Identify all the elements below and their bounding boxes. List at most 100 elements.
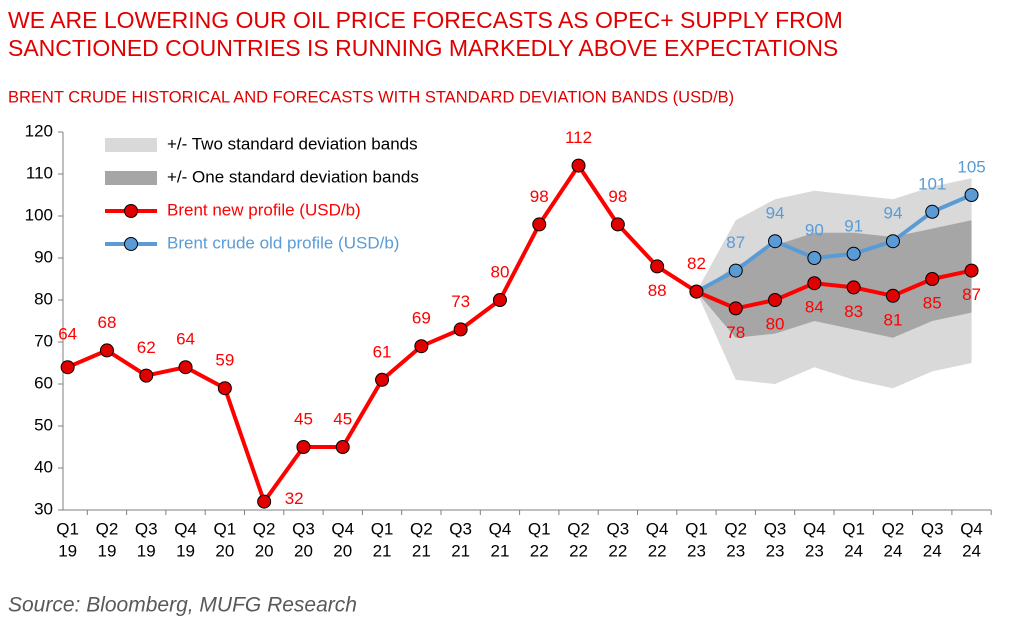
data-label: 90 — [805, 220, 824, 239]
x-tick-label: 19 — [97, 541, 116, 560]
data-point — [375, 372, 390, 387]
data-label: 98 — [608, 187, 627, 206]
data-point — [178, 360, 193, 375]
data-label: 112 — [565, 128, 592, 147]
data-point — [807, 251, 822, 265]
legend-marker — [124, 204, 138, 218]
y-tick-label: 50 — [34, 415, 53, 434]
y-tick-label: 30 — [34, 499, 53, 518]
data-point — [728, 263, 743, 278]
x-tick-label: 21 — [373, 541, 392, 560]
data-label: 87 — [726, 233, 745, 252]
series-line — [695, 193, 973, 294]
x-tick-label: Q4 — [803, 519, 826, 538]
x-tick-label: 23 — [726, 541, 745, 560]
data-point — [728, 301, 743, 316]
x-tick-label: 19 — [58, 541, 77, 560]
x-tick-label: Q1 — [56, 519, 79, 538]
data-label: 64 — [58, 325, 77, 344]
x-tick-label: 23 — [805, 541, 824, 560]
x-tick-label: 22 — [648, 541, 667, 560]
legend-swatch — [105, 171, 157, 185]
data-label: 91 — [844, 216, 863, 235]
data-point — [532, 217, 547, 232]
data-point — [60, 360, 75, 375]
data-label: 68 — [97, 313, 116, 332]
data-label: 105 — [957, 157, 985, 176]
data-label: 82 — [687, 254, 706, 273]
x-tick-label: 21 — [451, 541, 470, 560]
legend-label: +/- One standard deviation bands — [167, 167, 419, 186]
data-label: 78 — [726, 323, 745, 342]
x-tick-label: 20 — [333, 541, 352, 560]
x-tick-label: 21 — [412, 541, 431, 560]
y-tick-label: 40 — [34, 457, 53, 476]
data-point — [925, 204, 940, 219]
data-point — [610, 217, 625, 232]
x-tick-label: Q2 — [96, 519, 119, 538]
x-tick-label: Q1 — [371, 519, 394, 538]
data-point — [571, 158, 586, 173]
x-tick-label: Q3 — [449, 519, 472, 538]
data-label: 80 — [766, 314, 785, 333]
x-tick-label: Q2 — [724, 519, 747, 538]
data-point — [492, 293, 507, 307]
x-tick-label: 23 — [687, 541, 706, 560]
x-tick-label: 22 — [569, 541, 588, 560]
x-tick-label: 19 — [176, 541, 195, 560]
data-point — [846, 246, 861, 261]
x-tick-label: 24 — [923, 541, 942, 560]
data-point — [689, 284, 704, 299]
x-tick-label: Q4 — [489, 519, 512, 538]
data-label: 83 — [844, 302, 863, 321]
x-tick-label: 20 — [294, 541, 313, 560]
data-point — [925, 272, 940, 286]
x-tick-label: Q4 — [174, 519, 197, 538]
x-tick-label: 22 — [530, 541, 549, 560]
x-tick-label: 24 — [883, 541, 902, 560]
data-label: 64 — [176, 330, 195, 349]
x-tick-label: Q1 — [528, 519, 551, 538]
data-point — [964, 188, 979, 202]
x-tick-label: Q4 — [331, 519, 354, 538]
chart-title: SANCTIONED COUNTRIES IS RUNNING MARKEDLY… — [8, 35, 838, 61]
y-tick-label: 80 — [34, 289, 53, 308]
x-tick-label: 21 — [490, 541, 509, 560]
x-tick-label: Q3 — [921, 519, 944, 538]
x-tick-label: Q4 — [646, 519, 669, 538]
legend-swatch — [105, 138, 157, 152]
data-point — [768, 234, 783, 249]
source: Source: Bloomberg, MUFG Research — [8, 594, 357, 617]
data-label: 87 — [962, 285, 981, 304]
data-point — [414, 339, 429, 354]
data-point — [885, 288, 900, 303]
data-point — [650, 259, 665, 274]
data-label: 59 — [215, 351, 234, 370]
y-tick-label: 60 — [34, 373, 53, 392]
data-label: 84 — [805, 298, 824, 317]
data-label: 69 — [412, 309, 431, 328]
data-point — [768, 293, 783, 307]
x-tick-label: Q2 — [410, 519, 433, 538]
data-point — [846, 280, 861, 295]
data-label: 101 — [918, 174, 946, 193]
legend-label: Brent new profile (USD/b) — [167, 200, 361, 219]
x-tick-label: Q2 — [882, 519, 905, 538]
y-tick-label: 100 — [25, 205, 53, 224]
y-tick-label: 110 — [26, 163, 53, 182]
y-tick-label: 90 — [34, 247, 53, 266]
data-label: 94 — [883, 204, 902, 223]
data-label: 88 — [648, 281, 667, 300]
data-point — [335, 440, 350, 454]
chart-title: WE ARE LOWERING OUR OIL PRICE FORECASTS … — [8, 7, 843, 33]
x-tick-label: 19 — [137, 541, 156, 560]
data-label: 45 — [294, 409, 313, 428]
x-tick-label: Q1 — [214, 519, 237, 538]
x-tick-label: 24 — [844, 541, 863, 560]
x-tick-label: 20 — [255, 541, 274, 560]
data-label: 85 — [923, 293, 942, 312]
data-label: 45 — [333, 409, 352, 428]
chart-subtitle: BRENT CRUDE HISTORICAL AND FORECASTS WIT… — [8, 88, 734, 106]
x-tick-label: 24 — [962, 541, 981, 560]
data-label: 80 — [490, 262, 509, 281]
